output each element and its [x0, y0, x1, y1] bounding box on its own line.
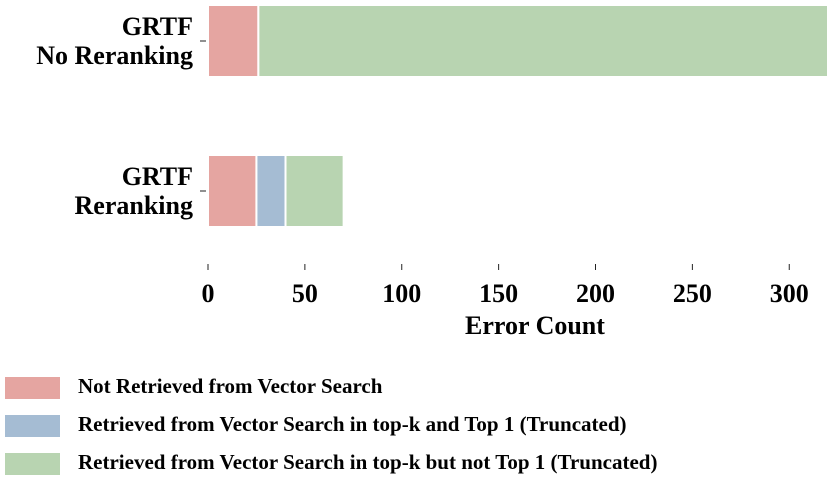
legend-swatch	[5, 415, 60, 437]
x-tick-label: 200	[576, 279, 615, 308]
bar-segment	[207, 4, 260, 78]
legend-label: Retrieved from Vector Search in top-k an…	[78, 412, 627, 436]
bar-segment	[257, 4, 829, 78]
y-tick-label: GRTF No Reranking	[36, 12, 193, 70]
legend-swatch	[5, 377, 60, 399]
legend-label: Retrieved from Vector Search in top-k bu…	[78, 450, 657, 474]
x-tick-label: 100	[382, 279, 421, 308]
legend-swatch	[5, 453, 60, 475]
x-tick-label: 250	[673, 279, 712, 308]
legend-label: Not Retrieved from Vector Search	[78, 374, 383, 398]
bar-segment	[207, 154, 258, 228]
x-axis-label: Error Count	[465, 311, 605, 340]
y-tick-label: GRTF Reranking	[74, 162, 193, 220]
bar-segment	[255, 154, 287, 228]
x-tick-label: 50	[292, 279, 318, 308]
bar-segment	[284, 154, 345, 228]
x-tick-label: 0	[202, 279, 215, 308]
x-tick-label: 300	[770, 279, 809, 308]
x-tick-label: 150	[479, 279, 518, 308]
